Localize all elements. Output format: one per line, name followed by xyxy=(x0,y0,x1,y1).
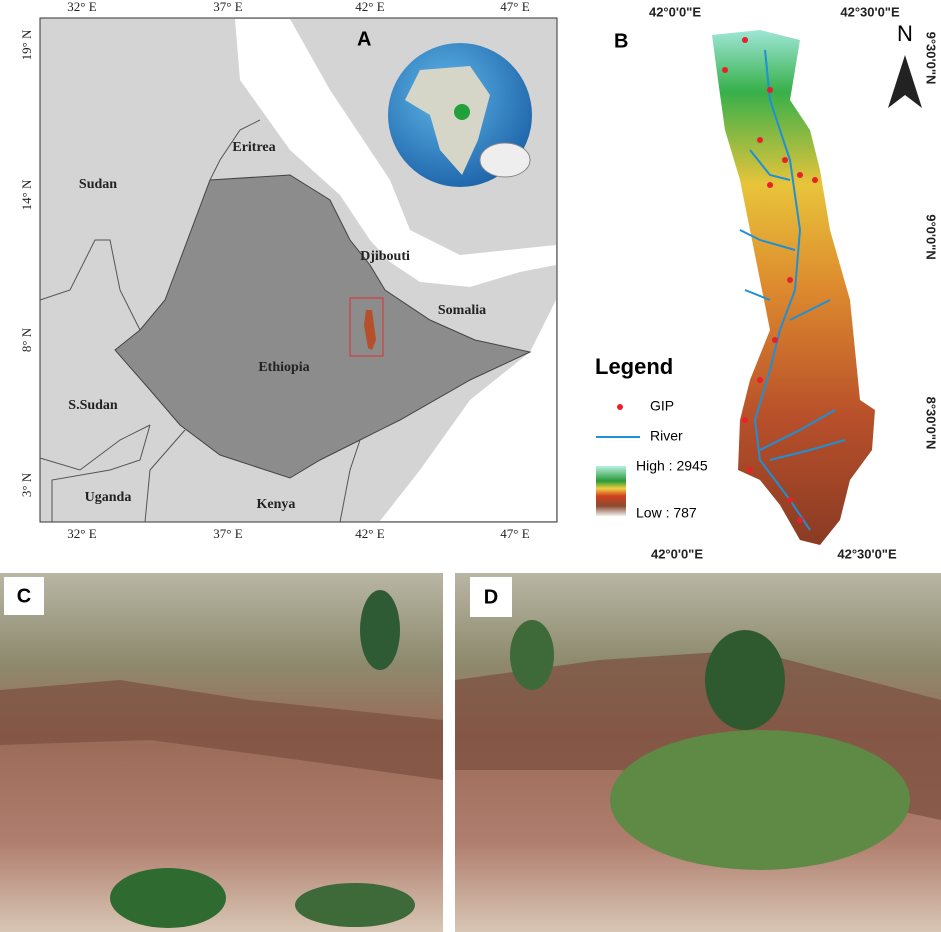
tick-label: 8°30'0"N xyxy=(924,397,939,450)
tick-label: 37° E xyxy=(213,526,242,541)
tick-label: 42°30'0"E xyxy=(837,546,897,561)
watershed xyxy=(712,30,875,545)
legend: Legend GIP River High : 2945 Low : 787 xyxy=(595,354,708,521)
country-label: Djibouti xyxy=(360,249,410,264)
borders xyxy=(39,119,361,523)
country-label: Ethiopia xyxy=(258,360,309,375)
study-area xyxy=(364,310,376,350)
country-label: Eritrea xyxy=(232,140,275,155)
legend-label: Low : 787 xyxy=(636,505,697,521)
panel-label: B xyxy=(614,30,628,52)
rivers xyxy=(739,49,846,531)
tick-label: 47° E xyxy=(500,0,529,14)
tree xyxy=(705,630,785,730)
arrow xyxy=(888,55,922,108)
tick-label: 9°30'0"N xyxy=(924,32,939,85)
tick-label: 37° E xyxy=(213,0,242,14)
map-b: B N 42°0'0"E 42°30'0"E 42°0'0"E 42°30'0"… xyxy=(595,4,939,561)
north-arrow: N xyxy=(888,21,922,108)
tree xyxy=(360,590,400,670)
tick-label: 42°0'0"E xyxy=(651,546,703,561)
globe-ethiopia xyxy=(454,104,470,120)
tick-label: 42°30'0"E xyxy=(840,4,900,19)
tick-label: 47° E xyxy=(500,526,529,541)
tick-label: 19° N xyxy=(19,29,34,60)
tree xyxy=(295,883,415,927)
photo-c: C xyxy=(0,573,443,932)
country-label: Uganda xyxy=(85,490,132,505)
globe-inset xyxy=(479,142,531,178)
elevation-bar xyxy=(596,466,626,516)
indian-ocean xyxy=(380,300,556,521)
globe-land xyxy=(405,66,490,175)
country-label: Sudan xyxy=(79,177,117,192)
tick-label: 32° E xyxy=(67,0,96,14)
gip-points xyxy=(722,37,818,523)
red-sea xyxy=(235,19,556,287)
tree xyxy=(610,730,910,870)
legend-label: River xyxy=(650,428,683,444)
country-label: Somalia xyxy=(438,303,486,318)
ethiopia xyxy=(114,174,532,479)
tree xyxy=(510,620,554,690)
legend-symbol xyxy=(617,404,623,410)
tick-label: 14° N xyxy=(19,179,34,210)
country-label: S.Sudan xyxy=(68,398,118,413)
tree xyxy=(110,868,226,928)
gully xyxy=(0,680,443,780)
country-label: Kenya xyxy=(257,497,296,512)
tick-label: 3° N xyxy=(19,472,34,497)
study-area-box xyxy=(349,297,384,357)
north-label: N xyxy=(897,21,913,46)
label-box xyxy=(470,577,512,617)
legend-label: High : 2945 xyxy=(636,458,708,474)
panel-label: A xyxy=(357,28,371,50)
tick-label: 42° E xyxy=(355,0,384,14)
tick-label: 9°0'0"N xyxy=(924,214,939,260)
panel-label: D xyxy=(484,586,498,608)
photo-d: D xyxy=(455,573,941,932)
panel-label: C xyxy=(17,585,31,607)
map-a: A 32° E 37° E 42° E 47° E 32° E 37° E 42… xyxy=(19,0,558,541)
tick-label: 32° E xyxy=(67,526,96,541)
tick-label: 42°0'0"E xyxy=(649,4,701,19)
label-box xyxy=(4,577,44,615)
tick-label: 42° E xyxy=(355,526,384,541)
legend-label: GIP xyxy=(650,398,674,414)
tick-label: 8° N xyxy=(19,327,34,352)
legend-title: Legend xyxy=(595,354,673,379)
